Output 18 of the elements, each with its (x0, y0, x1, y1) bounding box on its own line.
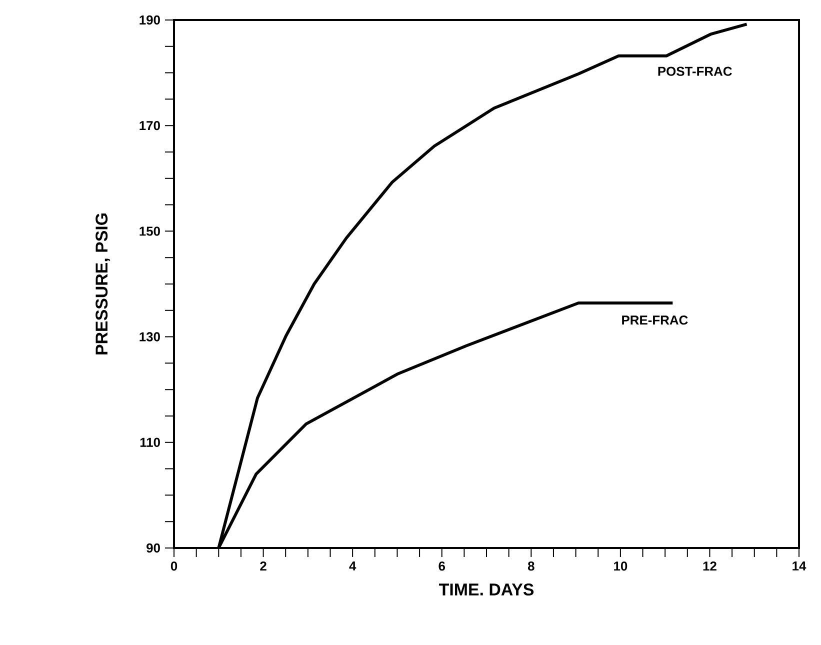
y-tick-label: 90 (146, 543, 160, 553)
y-tick-label: 130 (140, 332, 160, 342)
x-tick-label: 14 (792, 562, 806, 570)
x-tick-label: 8 (528, 561, 534, 571)
x-tick-label: 4 (349, 562, 356, 570)
x-tick-label: 10 (614, 561, 628, 571)
y-tick-label: 150 (140, 226, 160, 236)
y-tick-label: 190 (140, 15, 160, 25)
y-tick-label: 110 (140, 438, 160, 447)
x-tick-label: 2 (260, 561, 266, 571)
x-tick-label: 12 (703, 561, 716, 571)
series-label: PRE-FRAC (622, 316, 688, 325)
x-axis-title: TIME. DAYS (439, 584, 534, 596)
x-tick-label: 0 (170, 561, 178, 571)
series-label: POST-FRAC (658, 66, 732, 76)
x-tick-label: 6 (438, 561, 445, 571)
y-axis-title: PRESSURE, PSIG (96, 214, 110, 354)
y-tick-label: 170 (140, 120, 160, 130)
